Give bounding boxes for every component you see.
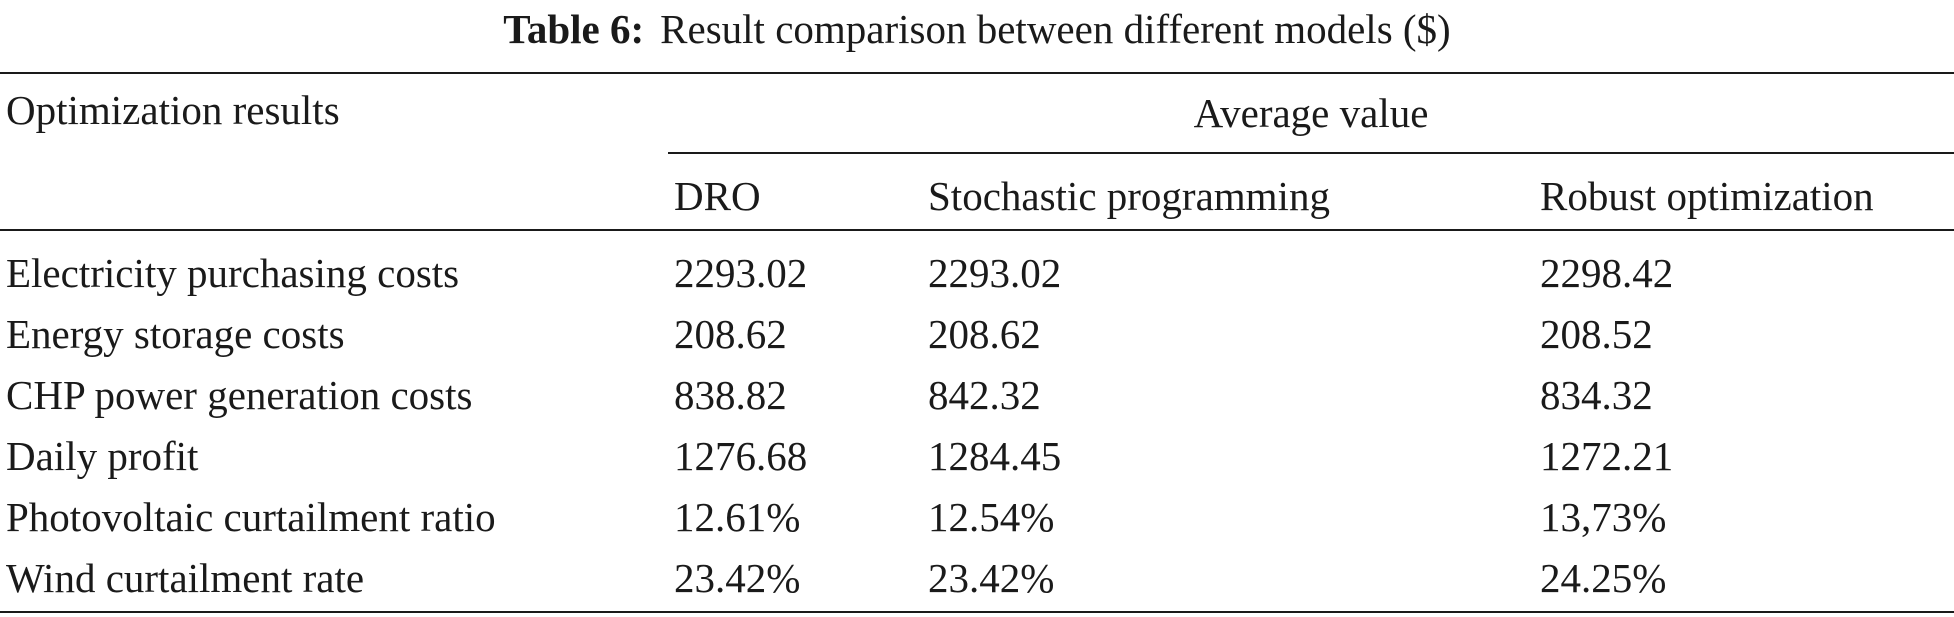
table-cell: 208.62 [674, 311, 787, 357]
row-label: Energy storage costs [6, 311, 345, 357]
table-cell: 1284.45 [928, 433, 1062, 479]
row-label: Electricity purchasing costs [6, 250, 460, 296]
table-cell: 208.62 [928, 311, 1041, 357]
table-cell: 208.52 [1540, 311, 1653, 357]
group-rule [668, 152, 1954, 154]
table-cell: 1276.68 [674, 433, 808, 479]
table-cell: 1272.21 [1540, 433, 1674, 479]
table-cell: 2293.02 [928, 250, 1062, 296]
header-rule [0, 229, 1954, 231]
row-label: Photovoltaic curtailment ratio [6, 494, 496, 540]
column-header-robust-optimization: Robust optimization [1540, 173, 1874, 219]
table-cell: 838.82 [674, 372, 787, 418]
bottom-rule [0, 611, 1954, 613]
column-group-label: Average value [1193, 90, 1429, 136]
table-cell: 12.61% [674, 494, 801, 540]
table-cell: 13,73% [1540, 494, 1667, 540]
table-caption-label: Table 6: [503, 6, 645, 52]
table-cell: 24.25% [1540, 555, 1667, 601]
column-header-stochastic-programming: Stochastic programming [928, 173, 1330, 219]
table-caption: Table 6: Result comparison between diffe… [0, 0, 1954, 58]
table-caption-text: Result comparison between different mode… [660, 6, 1451, 52]
row-label: CHP power generation costs [6, 372, 473, 418]
table-cell: 842.32 [928, 372, 1041, 418]
row-label: Wind curtailment rate [6, 555, 365, 601]
top-rule [0, 72, 1954, 74]
table-cell: 2298.42 [1540, 250, 1674, 296]
table-cell: 834.32 [1540, 372, 1653, 418]
table-cell: 2293.02 [674, 250, 808, 296]
table-cell: 12.54% [928, 494, 1055, 540]
table-cell: 23.42% [674, 555, 801, 601]
column-header-dro: DRO [674, 173, 761, 219]
row-label: Daily profit [6, 433, 199, 479]
row-header-label: Optimization results [6, 87, 340, 133]
table-cell: 23.42% [928, 555, 1055, 601]
